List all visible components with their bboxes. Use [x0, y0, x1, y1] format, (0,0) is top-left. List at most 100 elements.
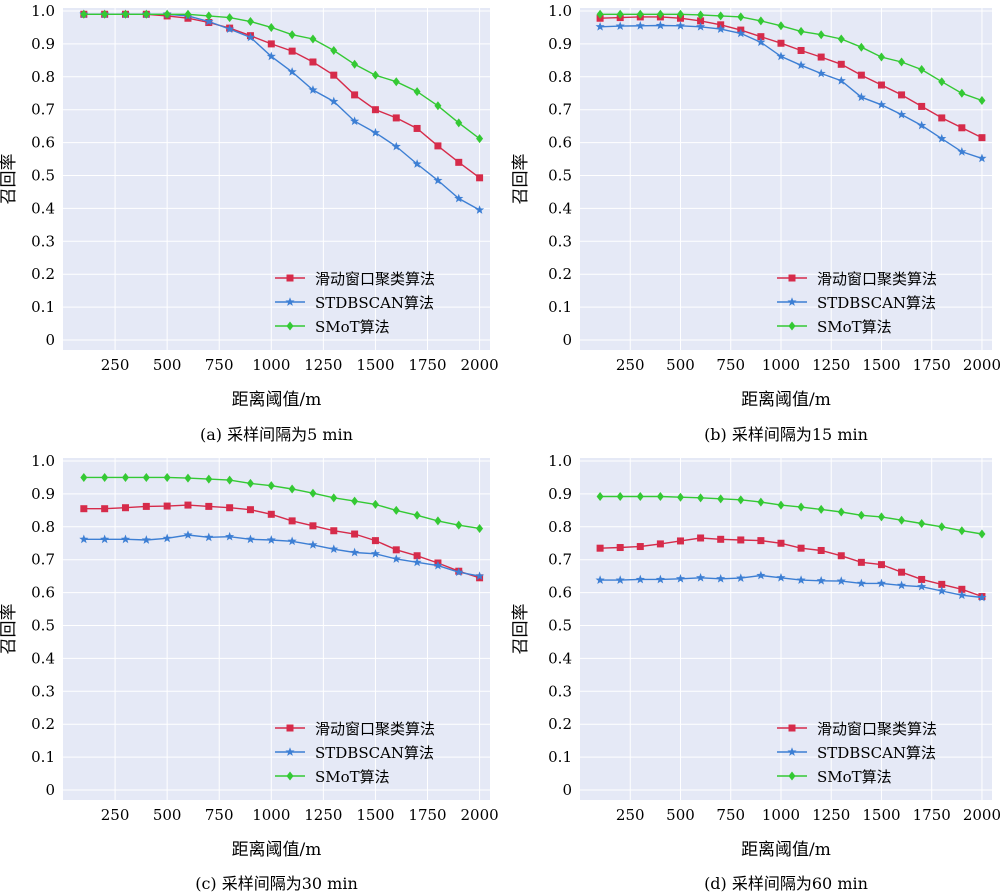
data-point	[121, 472, 129, 482]
data-point	[615, 21, 625, 31]
panel-caption: (d) 采样间隔为60 min	[704, 874, 868, 893]
legend-label: SMoT算法	[315, 318, 390, 336]
y-tick-label: 0.3	[548, 682, 572, 700]
data-point	[596, 9, 604, 19]
data-point	[816, 68, 826, 78]
legend-label: 滑动窗口聚类算法	[315, 270, 435, 288]
x-tick-label: 1500	[862, 806, 900, 824]
data-point	[898, 568, 906, 576]
x-tick-label: 1500	[356, 356, 394, 374]
data-point	[796, 60, 806, 70]
legend-swatch-marker	[788, 321, 796, 331]
data-point	[288, 484, 296, 494]
data-point	[288, 517, 296, 525]
data-point	[351, 91, 359, 99]
series-line	[600, 574, 983, 599]
data-point	[309, 58, 317, 66]
data-point	[330, 527, 338, 535]
y-tick-label: 0	[562, 781, 572, 799]
series-3	[80, 9, 484, 144]
data-point	[817, 504, 825, 514]
x-tick-label: 1250	[812, 356, 850, 374]
legend-item-1: 滑动窗口聚类算法	[275, 270, 435, 288]
data-point	[475, 571, 485, 581]
x-axis-label: 距离阈值/m	[741, 390, 831, 410]
data-point	[246, 506, 254, 514]
data-point	[433, 175, 443, 185]
series-2	[595, 570, 987, 602]
y-tick-label: 0.2	[548, 265, 572, 283]
data-point	[330, 493, 338, 503]
legend-swatch-marker	[787, 747, 797, 756]
legend-label: 滑动窗口聚类算法	[315, 720, 435, 738]
legend-label: 滑动窗口聚类算法	[817, 720, 937, 738]
y-tick-label: 0	[45, 331, 55, 349]
data-point	[897, 580, 907, 590]
legend-item-3: SMoT算法	[275, 768, 390, 786]
y-tick-label: 0	[45, 781, 55, 799]
series-2	[595, 20, 987, 163]
data-point	[877, 512, 885, 522]
legend-swatch-marker	[788, 274, 796, 282]
data-point	[777, 539, 785, 547]
y-tick-label: 1.0	[31, 452, 55, 470]
y-tick-label: 0.4	[31, 649, 55, 667]
x-tick-label: 1750	[408, 356, 446, 374]
x-tick-label: 1000	[252, 806, 290, 824]
data-point	[413, 552, 421, 560]
data-point	[205, 474, 213, 484]
x-tick-label: 250	[616, 356, 645, 374]
data-point	[371, 106, 379, 114]
x-tick-label: 1250	[812, 806, 850, 824]
x-tick-label: 250	[616, 806, 645, 824]
y-tick-label: 0.6	[31, 134, 55, 152]
data-point	[616, 492, 624, 502]
data-point	[80, 9, 88, 19]
data-point	[697, 493, 705, 503]
data-point	[225, 24, 235, 33]
data-point	[918, 65, 926, 75]
data-point	[697, 17, 705, 25]
data-point	[101, 505, 109, 513]
data-point	[676, 492, 684, 502]
data-point	[857, 558, 865, 566]
series-2	[79, 530, 485, 581]
data-point	[595, 21, 605, 31]
data-point	[309, 488, 317, 498]
legend-label: SMoT算法	[315, 768, 390, 786]
y-tick-label: 0.6	[548, 584, 572, 602]
data-point	[898, 515, 906, 525]
data-point	[245, 534, 256, 544]
x-axis-label: 距离阈值/m	[232, 390, 322, 410]
data-point	[308, 85, 318, 94]
legend-label: STDBSCAN算法	[817, 294, 936, 312]
data-point	[958, 124, 966, 132]
data-point	[225, 531, 235, 541]
data-point	[266, 535, 276, 544]
data-point	[309, 34, 317, 44]
data-point	[797, 502, 805, 512]
legend-swatch-marker	[286, 724, 294, 732]
data-point	[756, 570, 766, 580]
x-tick-label: 750	[205, 356, 234, 374]
plot-background	[580, 458, 992, 800]
y-tick-label: 0.7	[548, 551, 572, 569]
data-point	[937, 586, 947, 595]
data-point	[697, 10, 705, 20]
y-tick-label: 0.9	[548, 35, 572, 53]
y-tick-label: 1.0	[548, 452, 572, 470]
data-point	[183, 530, 193, 539]
data-point	[776, 573, 786, 582]
data-point	[162, 533, 172, 543]
data-point	[350, 547, 360, 557]
data-point	[656, 9, 664, 19]
data-point	[817, 53, 825, 61]
y-tick-label: 0.5	[548, 617, 572, 635]
data-point	[476, 523, 484, 533]
data-point	[958, 585, 966, 593]
data-point	[918, 575, 926, 583]
legend-label: 滑动窗口聚类算法	[817, 270, 937, 288]
data-point	[796, 575, 806, 584]
data-point	[938, 114, 946, 122]
data-point	[329, 96, 339, 106]
